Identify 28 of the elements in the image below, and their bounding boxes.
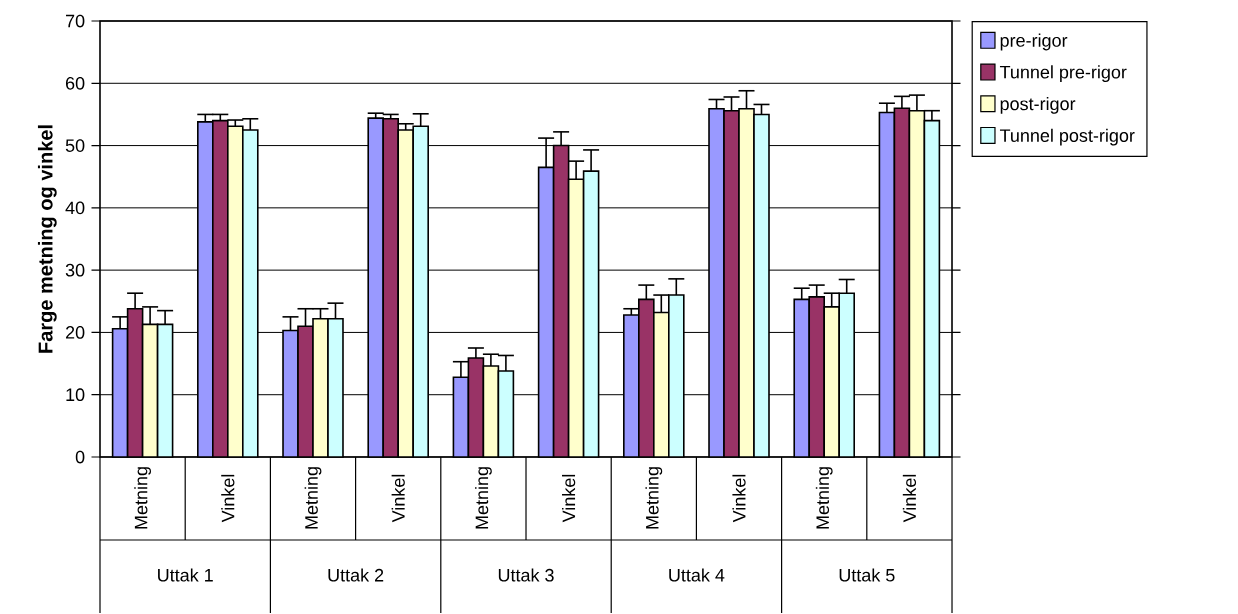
legend-label: Tunnel pre-rigor	[999, 65, 1127, 83]
y-tick-label: 0	[75, 450, 85, 464]
text: Uttak 3	[498, 568, 554, 582]
legend-label: post-rigor	[1000, 97, 1076, 114]
x-tick-label: Vinkel	[391, 474, 405, 523]
x-tick-label: Metning	[815, 467, 833, 529]
text: Uttak 4	[669, 568, 725, 582]
y-tick-label: 60	[65, 76, 85, 90]
text: Uttak 1	[158, 568, 213, 582]
legend-label: pre-rigor	[1000, 33, 1068, 51]
x-tick-label: Vinkel	[732, 474, 746, 523]
legend-label: Tunnel post-rigor	[999, 128, 1135, 146]
y-tick-label: 70	[66, 14, 85, 28]
y-tick-label: 50	[65, 139, 85, 152]
text: Uttak 2	[328, 568, 384, 582]
x-tick-label: Metning	[645, 467, 663, 529]
y-tick-label: 40	[65, 201, 85, 215]
y-tick-label: 20	[65, 326, 85, 339]
x-tick-label: Metning	[475, 467, 492, 529]
x-tick-label: Vinkel	[902, 474, 917, 523]
x-tick-label: Vinkel	[562, 474, 576, 523]
x-tick-label: Metning	[134, 467, 152, 529]
y-tick-label: 30	[65, 263, 85, 277]
x-tick-label: Vinkel	[221, 474, 235, 523]
x-tick-label: Metning	[304, 467, 322, 529]
y-tick-label: 10	[66, 388, 85, 402]
y-axis-title: Farge metning og vinkel	[37, 125, 57, 353]
text: Uttak 5	[839, 568, 895, 582]
